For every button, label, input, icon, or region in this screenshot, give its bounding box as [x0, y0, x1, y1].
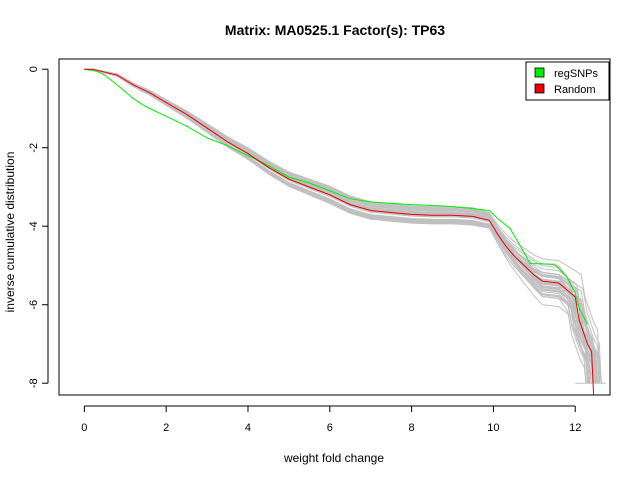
simulation-line — [84, 68, 594, 384]
plot-frame — [58, 58, 611, 396]
simulation-line — [84, 68, 587, 384]
x-tick-label: 8 — [409, 422, 415, 434]
simulation-line — [84, 68, 592, 384]
x-tick-label: 2 — [163, 422, 169, 434]
legend-label-regsnps: regSNPs — [554, 68, 599, 80]
simulation-line — [84, 68, 602, 384]
legend-swatch-regsnps — [534, 67, 545, 78]
series-line-random — [84, 68, 595, 396]
simulation-line — [84, 68, 596, 384]
simulation-line — [84, 68, 595, 384]
legend: regSNPs Random — [525, 61, 610, 101]
simulation-line — [84, 68, 590, 384]
simulation-line — [84, 68, 600, 384]
simulation-line — [84, 68, 587, 384]
simulation-line — [84, 68, 587, 384]
y-axis: 0 -2 -4 -6 -8 — [28, 66, 49, 388]
series-line-regsnps — [84, 68, 588, 325]
simulation-line — [84, 68, 595, 384]
simulation-line — [84, 68, 596, 384]
simulation-line — [84, 68, 595, 384]
x-tick-label: 12 — [569, 422, 581, 434]
simulation-line — [84, 68, 589, 384]
simulation-line — [84, 68, 602, 384]
simulation-line — [84, 68, 598, 384]
simulation-line — [84, 68, 590, 384]
legend-label-random: Random — [554, 84, 596, 96]
x-axis: 0 2 4 6 8 10 12 — [81, 405, 581, 434]
simulation-line — [84, 68, 600, 384]
simulation-line — [84, 68, 599, 384]
simulation-line — [84, 68, 599, 384]
simulation-line — [84, 68, 588, 384]
simulation-line — [84, 68, 589, 384]
x-tick-label: 4 — [245, 422, 251, 434]
simulation-line — [84, 68, 597, 384]
simulation-line — [84, 68, 600, 384]
x-tick-label: 0 — [81, 422, 87, 434]
y-tick-label: -4 — [28, 221, 40, 231]
simulation-line — [84, 68, 592, 384]
simulation-line — [84, 68, 598, 384]
y-tick-label: -6 — [28, 300, 40, 310]
series-lines — [84, 68, 595, 396]
simulation-line — [84, 68, 595, 384]
simulation-line — [84, 68, 596, 384]
x-tick-label: 10 — [487, 422, 499, 434]
simulation-line — [84, 68, 589, 384]
simulation-line — [84, 68, 602, 384]
simulation-line — [84, 68, 590, 384]
simulation-line — [84, 68, 603, 384]
x-axis-label: weight fold change — [283, 451, 384, 465]
simulation-line — [84, 68, 590, 384]
x-tick-label: 6 — [327, 422, 333, 434]
simulation-line — [84, 68, 589, 384]
simulation-line — [84, 68, 589, 384]
y-tick-label: -8 — [28, 378, 40, 388]
chart-title: Matrix: MA0525.1 Factor(s): TP63 — [225, 22, 445, 38]
y-tick-label: 0 — [28, 66, 40, 72]
simulation-line — [84, 68, 595, 384]
simulation-line — [84, 68, 599, 384]
simulation-line — [84, 68, 590, 384]
y-axis-label: inverse cumulative distribution — [3, 152, 17, 313]
simulation-line — [84, 68, 589, 384]
legend-swatch-random — [534, 83, 545, 94]
background-simulation-lines — [84, 68, 606, 384]
simulation-line — [84, 68, 591, 384]
y-tick-label: -2 — [28, 143, 40, 153]
